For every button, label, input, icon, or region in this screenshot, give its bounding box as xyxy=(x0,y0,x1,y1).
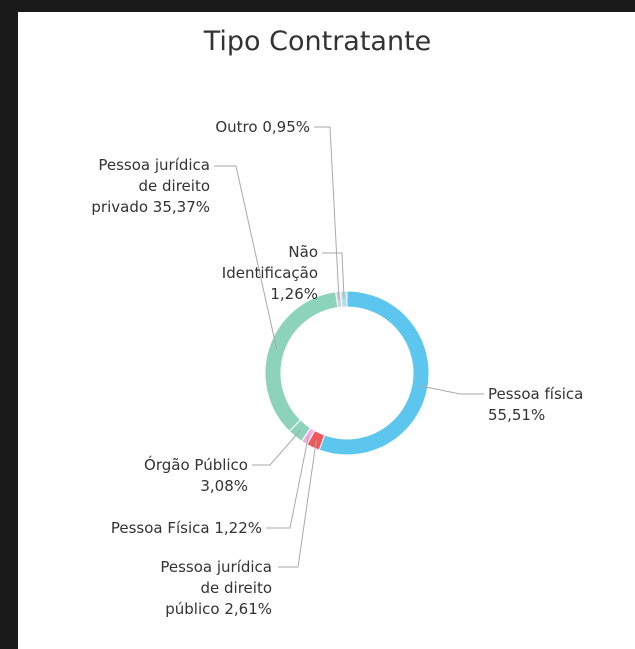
slice-name: Pessoa jurídica de direito público xyxy=(160,558,272,618)
slice-value: 3,08% xyxy=(200,477,248,495)
slice-label: Outro 0,95% xyxy=(100,117,310,138)
leader-line xyxy=(266,436,309,529)
pie-slice xyxy=(318,290,430,456)
leader-line xyxy=(322,252,345,300)
leader-line xyxy=(419,385,484,395)
pie-slice xyxy=(339,290,348,308)
leader-line xyxy=(214,165,278,350)
slice-name: Não Identificação xyxy=(221,243,318,282)
chart-title: Tipo Contratante xyxy=(203,26,432,57)
leader-line xyxy=(252,430,301,466)
slice-label: Pessoa jurídica de direito público 2,61% xyxy=(120,557,272,620)
slice-value: 1,26% xyxy=(270,285,318,303)
slice-label: Pessoa física 55,51% xyxy=(488,384,618,426)
slice-label: Pessoa jurídica de direito privado 35,37… xyxy=(40,155,210,218)
slice-value: 55,51% xyxy=(488,406,546,424)
slice-label: Não Identificação 1,26% xyxy=(150,242,318,305)
slice-value: 35,37% xyxy=(152,198,210,216)
slice-name: Pessoa física xyxy=(488,385,584,403)
panel xyxy=(18,12,635,649)
slice-value: 0,95% xyxy=(262,118,310,136)
leader-line xyxy=(278,440,317,568)
slice-name: Outro xyxy=(215,118,258,136)
slice-value: 2,61% xyxy=(224,600,272,618)
slice-name: Órgão Público xyxy=(144,456,248,474)
leader-line xyxy=(314,126,340,300)
slice-value: 1,22% xyxy=(214,519,262,537)
slice-name: Pessoa Física xyxy=(110,519,210,537)
slice-label: Pessoa Física 1,22% xyxy=(40,518,262,539)
slice-label: Órgão Público 3,08% xyxy=(100,455,248,497)
pie-slice xyxy=(264,291,339,432)
slice-name: Pessoa jurídica de direito privado xyxy=(91,156,210,216)
